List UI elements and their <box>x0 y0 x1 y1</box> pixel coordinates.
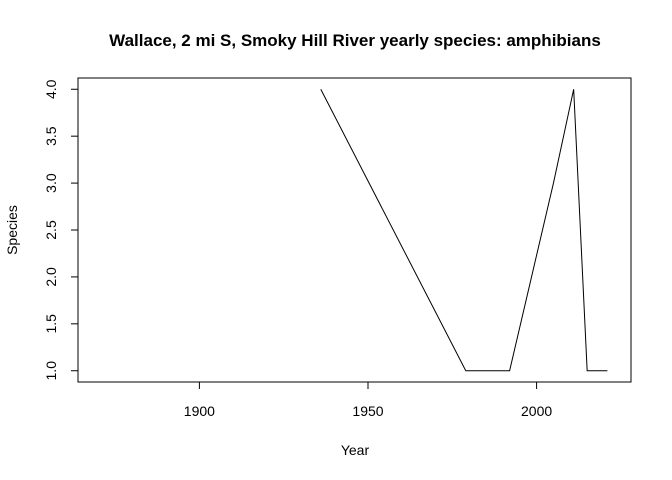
y-tick-label: 1.0 <box>43 361 59 381</box>
series-line <box>320 89 608 372</box>
y-tick-label: 1.5 <box>43 314 59 334</box>
chart-title: Wallace, 2 mi S, Smoky Hill River yearly… <box>109 31 601 50</box>
y-tick-label: 2.5 <box>43 220 59 240</box>
y-tick-label: 3.5 <box>43 126 59 146</box>
series-layer <box>320 89 608 372</box>
x-axis: 1900 1950 2000 <box>184 381 552 419</box>
x-tick-label: 1950 <box>352 403 383 419</box>
y-tick-label: 3.0 <box>43 173 59 193</box>
plot-frame <box>77 77 632 383</box>
y-axis-label: Species <box>4 205 20 255</box>
y-tick-label: 4.0 <box>43 79 59 99</box>
x-axis-label: Year <box>341 442 370 458</box>
x-tick-label: 2000 <box>521 403 552 419</box>
y-tick-label: 2.0 <box>43 267 59 287</box>
x-tick-label: 1900 <box>184 403 215 419</box>
y-axis: 1.0 1.5 2.0 2.5 3.0 3.5 4.0 <box>43 79 79 381</box>
